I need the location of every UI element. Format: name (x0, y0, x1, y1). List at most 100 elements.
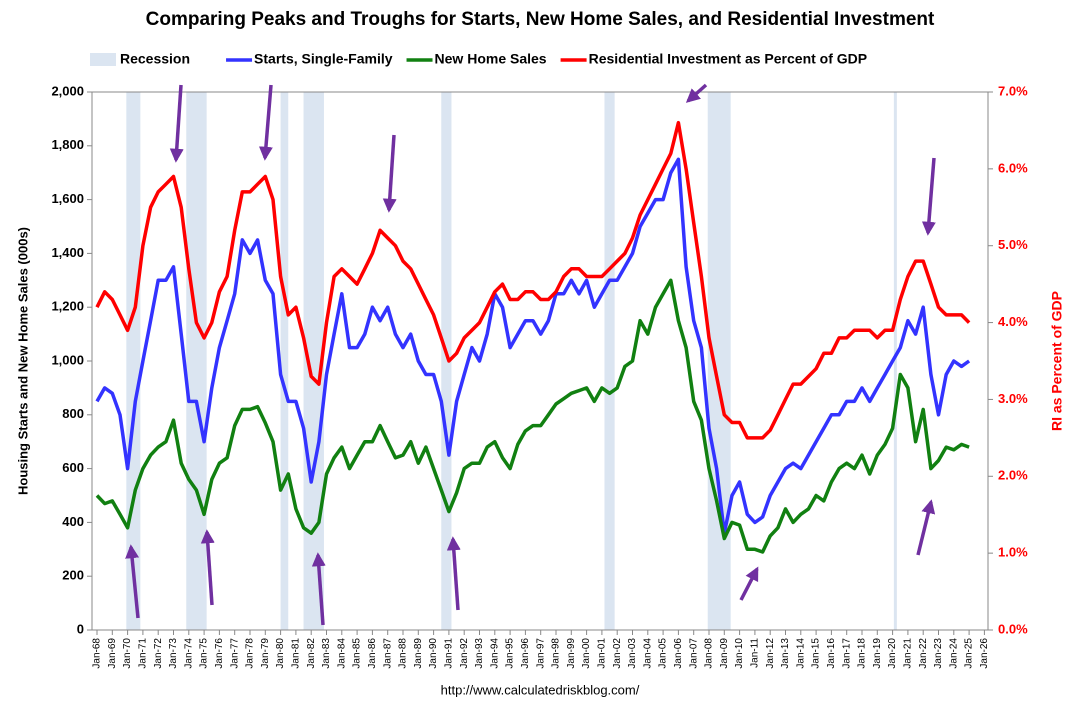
x-tick-label: Jan-14 (795, 638, 806, 669)
recession-band (303, 92, 324, 630)
plot-frame (91, 91, 989, 631)
y-tick-label: 0 (77, 621, 84, 636)
chart-title: Comparing Peaks and Troughs for Starts, … (146, 9, 935, 30)
x-tick-label: Jan-13 (780, 638, 791, 669)
x-tick-label: Jan-12 (765, 638, 776, 669)
y2-tick-label: 3.0% (998, 391, 1028, 406)
x-tick-label: Jan-26 (979, 638, 990, 669)
x-tick-label: Jan-05 (658, 638, 669, 669)
x-tick-label: Jan-04 (642, 638, 653, 669)
x-tick-label: Jan-18 (857, 638, 868, 669)
recession-band (280, 92, 289, 630)
arrow (200, 529, 215, 606)
x-tick-label: Jan-85 (352, 638, 363, 669)
x-tick-label: Jan-23 (933, 638, 944, 669)
x-tick-label: Jan-22 (918, 638, 929, 669)
recession-band (893, 92, 897, 630)
y2-tick-label: 0.0% (998, 621, 1028, 636)
x-tick-label: Jan-17 (841, 638, 852, 669)
x-tick-label: Jan-03 (627, 638, 638, 669)
x-tick-label: Jan-06 (673, 638, 684, 669)
x-tick-label: Jan-02 (612, 638, 623, 669)
y2-tick-label: 7.0% (998, 83, 1028, 98)
x-tick-label: Jan-69 (107, 638, 118, 669)
x-tick-label: Jan-82 (306, 638, 317, 669)
y-tick-label: 1,400 (51, 245, 84, 260)
x-tick-label: Jan-86 (367, 638, 378, 669)
x-tick-label: Jan-91 (444, 638, 455, 669)
recession-band (126, 92, 141, 630)
y-tick-label: 1,800 (51, 137, 84, 152)
x-tick-label: Jan-71 (138, 638, 149, 669)
x-tick-label: Jan-98 (551, 638, 562, 669)
series-line (95, 120, 971, 440)
recession-band (441, 92, 452, 630)
y-tick-label: 200 (62, 568, 84, 583)
y-tick-label: 1,000 (51, 352, 84, 367)
arrow (169, 84, 184, 163)
x-tick-label: Jan-68 (92, 638, 103, 669)
x-tick-label: Jan-79 (260, 638, 271, 669)
x-tick-label: Jan-88 (398, 638, 409, 669)
x-tick-label: Jan-77 (229, 638, 240, 669)
arrow (446, 536, 461, 611)
arrow (311, 552, 326, 626)
legend-swatch (90, 53, 116, 66)
y2-tick-label: 4.0% (998, 314, 1028, 329)
x-tick-label: Jan-99 (566, 638, 577, 669)
x-tick-label: Jan-95 (505, 638, 516, 669)
y-tick-label: 800 (62, 406, 84, 421)
recession-band (707, 92, 731, 630)
recession-band (186, 92, 207, 630)
x-tick-label: Jan-80 (275, 638, 286, 669)
x-tick-label: Jan-83 (321, 638, 332, 669)
y2-tick-label: 6.0% (998, 160, 1028, 175)
x-tick-label: Jan-78 (245, 638, 256, 669)
x-tick-label: Jan-96 (520, 638, 531, 669)
y-tick-label: 1,600 (51, 191, 84, 206)
arrow (916, 499, 936, 556)
y2-tick-label: 1.0% (998, 545, 1028, 560)
arrow (125, 544, 140, 619)
x-tick-label: Jan-08 (704, 638, 715, 669)
x-tick-label: Jan-84 (336, 638, 347, 669)
x-tick-label: Jan-25 (964, 638, 975, 669)
legend-label: New Home Sales (435, 51, 547, 67)
x-tick-label: Jan-10 (734, 638, 745, 669)
x-tick-label: Jan-75 (199, 638, 210, 669)
x-tick-label: Jan-76 (214, 638, 225, 669)
x-tick-label: Jan-16 (826, 638, 837, 669)
x-tick-label: Jan-24 (948, 638, 959, 669)
x-tick-label: Jan-89 (413, 638, 424, 669)
series-line (95, 157, 971, 535)
x-tick-label: Jan-00 (581, 638, 592, 669)
arrow (739, 566, 759, 601)
arrow (382, 134, 397, 213)
x-tick-label: Jan-73 (168, 638, 179, 669)
annotation-arrows (125, 83, 936, 626)
y-tick-label: 400 (62, 514, 84, 529)
y-tick-label: 600 (62, 460, 84, 475)
legend-label: Residential Investment as Percent of GDP (589, 51, 868, 67)
y-tick-label: 1,200 (51, 299, 84, 314)
x-tick-label: Jan-74 (183, 638, 194, 669)
y2-axis-label: RI as Percent of GDP (1049, 291, 1065, 431)
recession-band (604, 92, 615, 630)
x-tick-label: Jan-92 (459, 638, 470, 669)
y-axis-label: Housing Starts and New Home Sales (000s) (15, 227, 30, 495)
x-tick-label: Jan-20 (887, 638, 898, 669)
x-tick-label: Jan-90 (428, 638, 439, 669)
x-tick-label: Jan-81 (291, 638, 302, 669)
x-tick-label: Jan-19 (872, 638, 883, 669)
x-tick-label: Jan-87 (382, 638, 393, 669)
x-tick-label: Jan-09 (719, 638, 730, 669)
x-tick-label: Jan-11 (750, 638, 761, 668)
legend-label: Recession (120, 51, 190, 67)
y2-tick-label: 5.0% (998, 237, 1028, 252)
series-line (95, 278, 970, 554)
x-tick-label: Jan-21 (903, 638, 914, 669)
x-tick-label: Jan-97 (535, 638, 546, 669)
x-tick-label: Jan-70 (122, 638, 133, 669)
source: http://www.calculatedriskblog.com/ (441, 682, 640, 697)
